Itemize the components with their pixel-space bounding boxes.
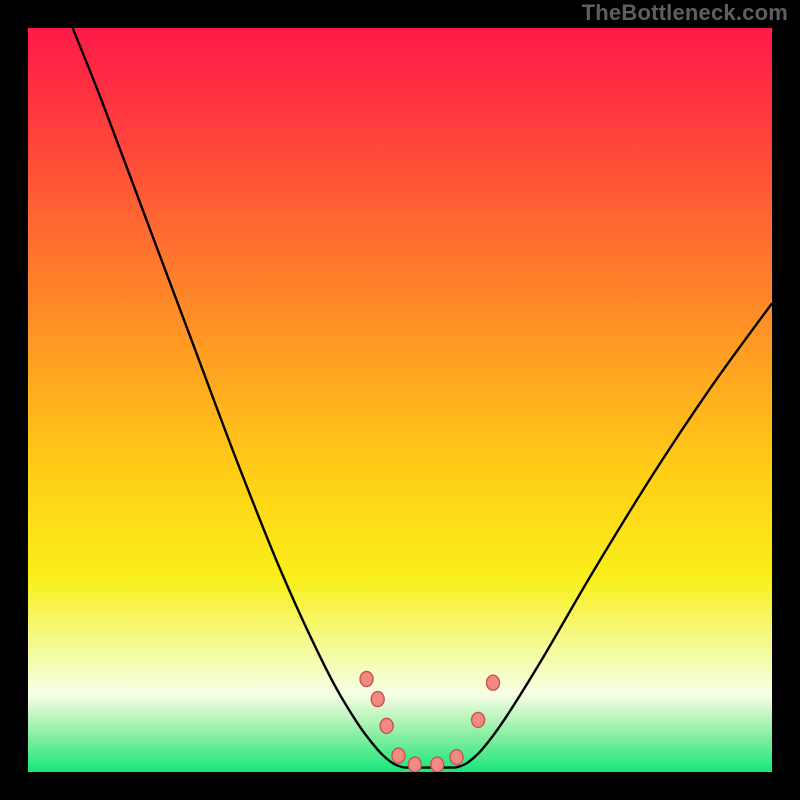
chart-frame: TheBottleneck.com: [0, 0, 800, 800]
curve-right: [456, 303, 772, 767]
plot-area: [28, 28, 772, 772]
marker-point: [431, 757, 444, 772]
marker-point: [380, 718, 393, 733]
marker-point: [392, 748, 405, 763]
marker-point: [472, 712, 485, 727]
chart-svg: [28, 28, 772, 772]
marker-point: [450, 750, 463, 765]
curve-left: [73, 28, 404, 768]
marker-point: [371, 692, 384, 707]
marker-point: [360, 672, 373, 687]
marker-group: [360, 672, 499, 773]
marker-point: [487, 675, 500, 690]
marker-point: [408, 757, 421, 772]
watermark-text: TheBottleneck.com: [582, 0, 788, 26]
